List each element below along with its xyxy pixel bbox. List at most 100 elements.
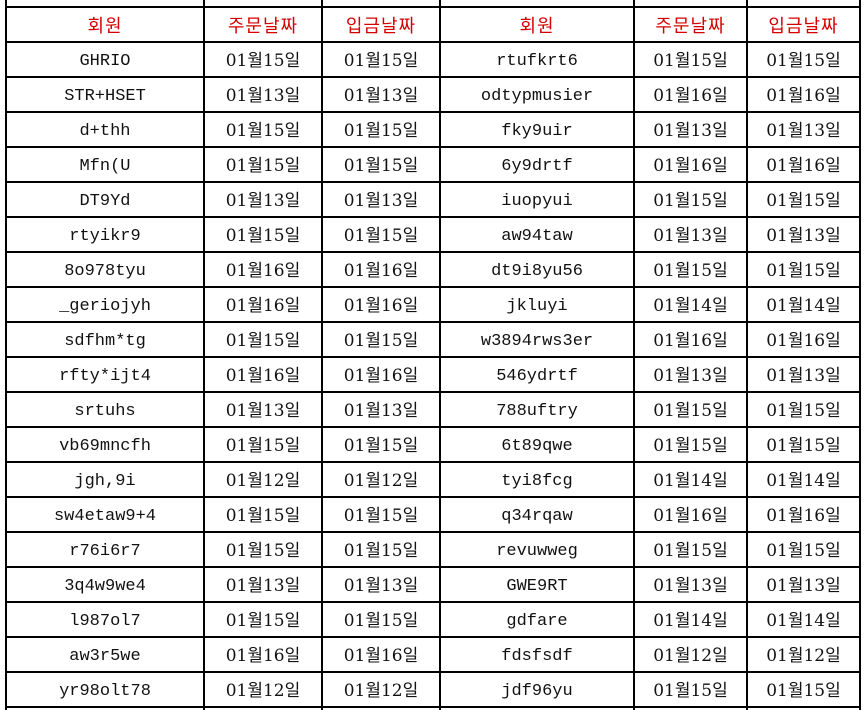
cell-order-date[interactable]: 01월12일 [225,681,301,701]
cell-deposit-date[interactable]: 01월16일 [343,296,419,316]
cell-member[interactable]: GWE9RT [506,577,568,596]
cell-deposit-date[interactable]: 01월15일 [343,156,419,176]
cell-order-date[interactable]: 01월15일 [225,226,301,246]
cell-deposit-date[interactable]: 01월15일 [343,611,419,631]
cell-deposit-date[interactable]: 01월12일 [766,646,841,666]
cell-order-date[interactable]: 01월15일 [225,506,301,526]
cell-member[interactable]: jkluyi [506,297,568,316]
cell-member[interactable]: GHRIO [79,52,131,71]
cell-deposit-date[interactable]: 01월16일 [766,506,841,526]
cell-member[interactable]: STR+HSET [64,87,146,106]
cell-order-date[interactable]: 01월15일 [225,156,301,176]
cell-deposit-date[interactable]: 01월16일 [343,366,419,386]
cell-order-date[interactable]: 01월15일 [225,611,301,631]
cell-deposit-date[interactable]: 01월14일 [766,471,841,491]
cell-deposit-date[interactable]: 01월15일 [343,51,419,71]
cell-member[interactable]: aw3r5we [69,647,141,666]
cell-deposit-date[interactable]: 01월15일 [766,681,841,701]
cell-deposit-date[interactable]: 01월16일 [766,156,841,176]
cell-deposit-date[interactable]: 01월15일 [766,436,841,456]
cell-deposit-date[interactable]: 01월15일 [343,506,419,526]
cell-member[interactable]: rtyikr9 [69,227,141,246]
cell-member[interactable]: 3q4w9we4 [64,577,146,596]
cell-member[interactable]: DT9Yd [79,192,131,211]
cell-order-date[interactable]: 01월15일 [653,191,728,211]
cell-order-date[interactable]: 01월15일 [653,401,728,421]
header-cell-order-date[interactable]: 주문날짜 [655,16,726,37]
cell-member[interactable]: yr98olt78 [59,682,151,701]
cell-member[interactable]: aw94taw [501,227,573,246]
cell-deposit-date[interactable]: 01월15일 [343,121,419,141]
cell-member[interactable]: jdf96yu [501,682,573,701]
cell-member[interactable]: 8o978tyu [64,262,146,281]
cell-member[interactable]: w3894rws3er [480,332,594,351]
cell-order-date[interactable]: 01월15일 [225,51,301,71]
cell-member[interactable]: sdfhm*tg [64,332,146,351]
cell-order-date[interactable]: 01월15일 [225,541,301,561]
cell-order-date[interactable]: 01월15일 [653,681,728,701]
cell-member[interactable]: q34rqaw [501,507,573,526]
cell-order-date[interactable]: 01월16일 [653,331,728,351]
cell-member[interactable]: srtuhs [74,402,136,421]
cell-order-date[interactable]: 01월16일 [225,646,301,666]
cell-member[interactable]: d+thh [79,122,131,141]
cell-deposit-date[interactable]: 01월13일 [766,121,841,141]
cell-order-date[interactable]: 01월13일 [225,86,301,106]
cell-order-date[interactable]: 01월16일 [225,366,301,386]
cell-member[interactable]: sw4etaw9+4 [53,507,157,526]
cell-member[interactable]: 788uftry [496,402,578,421]
cell-order-date[interactable]: 01월15일 [225,121,301,141]
cell-member[interactable]: fdsfsdf [501,647,573,666]
cell-deposit-date[interactable]: 01월13일 [343,86,419,106]
cell-member[interactable]: odtypmusier [480,87,594,106]
cell-order-date[interactable]: 01월15일 [653,261,728,281]
cell-member[interactable]: 546ydrtf [496,367,578,386]
cell-order-date[interactable]: 01월13일 [653,366,728,386]
cell-order-date[interactable]: 01월14일 [653,471,728,491]
cell-member[interactable]: jgh,9i [74,472,136,491]
cell-member[interactable]: fky9uir [501,122,573,141]
cell-order-date[interactable]: 01월16일 [653,156,728,176]
cell-deposit-date[interactable]: 01월15일 [766,261,841,281]
cell-order-date[interactable]: 01월16일 [225,296,301,316]
cell-deposit-date[interactable]: 01월14일 [766,611,841,631]
cell-deposit-date[interactable]: 01월15일 [343,436,419,456]
cell-order-date[interactable]: 01월16일 [225,261,301,281]
cell-member[interactable]: r76i6r7 [69,542,141,561]
cell-member[interactable]: tyi8fcg [501,472,573,491]
cell-member[interactable]: revuwweg [496,542,578,561]
header-cell-deposit-date[interactable]: 입금날짜 [345,16,417,37]
cell-order-date[interactable]: 01월13일 [653,576,728,596]
header-cell-order-date[interactable]: 주문날짜 [227,16,299,37]
cell-deposit-date[interactable]: 01월16일 [343,261,419,281]
cell-deposit-date[interactable]: 01월16일 [766,331,841,351]
cell-deposit-date[interactable]: 01월14일 [766,296,841,316]
cell-deposit-date[interactable]: 01월15일 [343,331,419,351]
cell-order-date[interactable]: 01월14일 [653,611,728,631]
cell-order-date[interactable]: 01월14일 [653,296,728,316]
cell-order-date[interactable]: 01월15일 [225,331,301,351]
cell-order-date[interactable]: 01월12일 [225,471,301,491]
cell-order-date[interactable]: 01월15일 [653,541,728,561]
cell-order-date[interactable]: 01월13일 [225,401,301,421]
cell-deposit-date[interactable]: 01월13일 [766,366,841,386]
cell-deposit-date[interactable]: 01월15일 [343,541,419,561]
cell-member[interactable]: rfty*ijt4 [59,367,151,386]
cell-member[interactable]: 6y9drtf [501,157,573,176]
cell-deposit-date[interactable]: 01월13일 [766,576,841,596]
cell-deposit-date[interactable]: 01월15일 [766,401,841,421]
cell-deposit-date[interactable]: 01월13일 [343,401,419,421]
cell-member[interactable]: _geriojyh [59,297,151,316]
cell-member[interactable]: l987ol7 [69,612,141,631]
cell-deposit-date[interactable]: 01월16일 [343,646,419,666]
cell-deposit-date[interactable]: 01월12일 [343,471,419,491]
cell-member[interactable]: iuopyui [501,192,573,211]
cell-order-date[interactable]: 01월15일 [225,436,301,456]
header-cell-member[interactable]: 회원 [519,16,555,37]
cell-order-date[interactable]: 01월16일 [653,506,728,526]
cell-order-date[interactable]: 01월16일 [653,86,728,106]
cell-deposit-date[interactable]: 01월15일 [343,226,419,246]
cell-deposit-date[interactable]: 01월16일 [766,86,841,106]
cell-deposit-date[interactable]: 01월12일 [343,681,419,701]
cell-deposit-date[interactable]: 01월13일 [343,576,419,596]
